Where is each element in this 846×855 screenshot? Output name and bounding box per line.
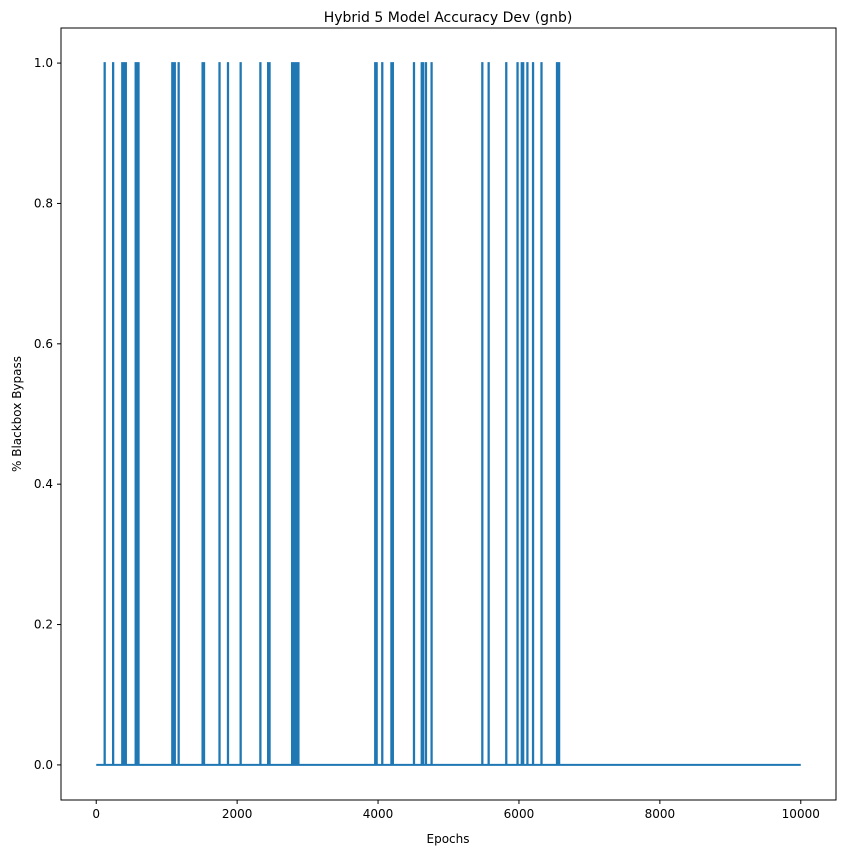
x-tick-label: 0 xyxy=(92,807,100,821)
y-axis: 0.0 0.2 0.4 0.6 0.8 1.0 xyxy=(34,56,61,772)
x-tick-label: 10000 xyxy=(782,807,820,821)
y-tick-label: 0.4 xyxy=(34,477,53,491)
y-tick-label: 0.2 xyxy=(34,618,53,632)
x-axis-label: Epochs xyxy=(427,832,470,846)
x-tick-label: 6000 xyxy=(504,807,535,821)
series-line xyxy=(96,62,801,766)
x-tick-label: 4000 xyxy=(363,807,394,821)
y-tick-label: 0.6 xyxy=(34,337,53,351)
x-tick-label: 8000 xyxy=(645,807,676,821)
y-tick-label: 1.0 xyxy=(34,56,53,70)
axes-frame xyxy=(60,27,837,801)
y-tick-label: 0.8 xyxy=(34,196,53,210)
x-tick-label: 2000 xyxy=(222,807,253,821)
y-tick-label: 0.0 xyxy=(34,758,53,772)
y-axis-label: % Blackbox Bypass xyxy=(10,356,24,472)
plot-area xyxy=(96,62,801,766)
chart-title: Hybrid 5 Model Accuracy Dev (gnb) xyxy=(324,10,573,26)
x-axis: 0 2000 4000 6000 8000 10000 xyxy=(92,800,820,821)
